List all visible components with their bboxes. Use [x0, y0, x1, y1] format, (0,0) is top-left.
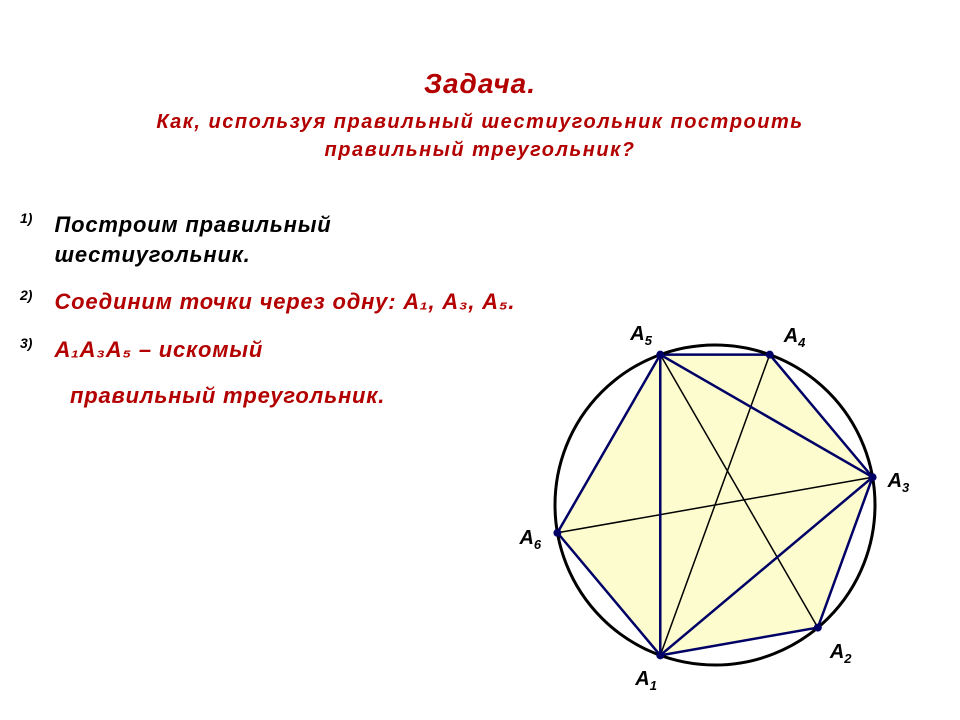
vertex-label-a4: А4 — [784, 325, 806, 350]
conclusion: правильный треугольник. — [70, 383, 540, 409]
subtitle-line1: Как, используя правильный шестиугольник … — [156, 111, 803, 133]
step-3-num: 3) — [20, 335, 50, 351]
vertex-label-a5: А5 — [630, 323, 652, 348]
step-2-num: 2) — [20, 287, 50, 303]
step-2: 2) Соединим точки через одну: А₁, А₃, А₅… — [20, 287, 540, 317]
step-1-num: 1) — [20, 210, 50, 226]
vertex-label-a1: А1 — [635, 668, 657, 693]
step-3: 3) А₁А₃А₅ – искомый — [20, 335, 540, 365]
vertex-label-a3: А3 — [888, 470, 910, 495]
subtitle: Как, используя правильный шестиугольник … — [0, 108, 960, 164]
step-3-text: А₁А₃А₅ – искомый — [54, 335, 524, 365]
hexagon-diagram: А1А2А3А4А5А6 — [530, 320, 900, 690]
steps-list: 1) Построим правильный шестиугольник. 2)… — [20, 210, 540, 409]
vertex-label-a6: А6 — [519, 527, 541, 552]
vertex-a5 — [656, 351, 664, 359]
step-1: 1) Построим правильный шестиугольник. — [20, 210, 540, 269]
vertex-a4 — [766, 351, 774, 359]
vertex-a1 — [656, 651, 664, 659]
step-1-text: Построим правильный шестиугольник. — [54, 210, 524, 269]
vertex-a6 — [553, 529, 561, 537]
vertex-label-a2: А2 — [830, 641, 852, 666]
subtitle-line2: правильный треугольник? — [325, 139, 636, 161]
step-2-text: Соединим точки через одну: А₁, А₃, А₅. — [54, 287, 524, 317]
diagram-svg — [530, 320, 900, 690]
vertex-a2 — [814, 624, 822, 632]
title: Задача. — [0, 0, 960, 100]
vertex-a3 — [869, 473, 877, 481]
slide: Задача. Как, используя правильный шестиу… — [0, 0, 960, 720]
